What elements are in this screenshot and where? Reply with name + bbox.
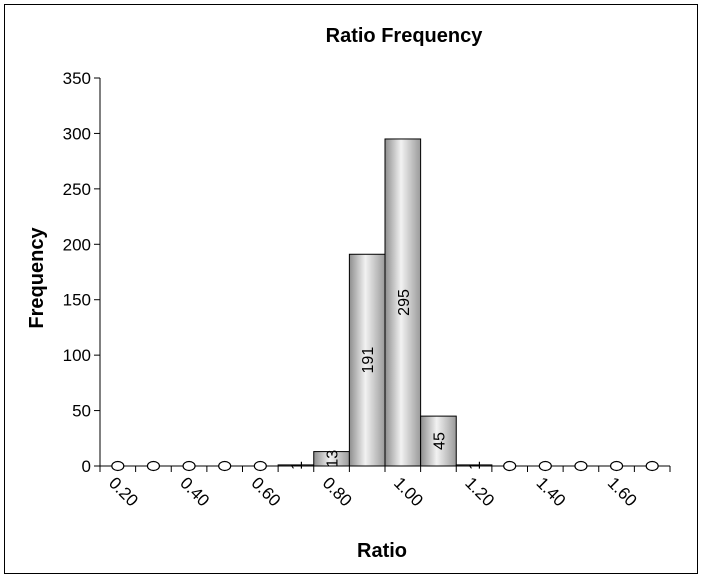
x-tick-label: 1.00 [390,473,427,510]
y-tick-label: 350 [63,69,91,88]
x-tick-label: 1.40 [532,473,569,510]
data-label: 1 [467,461,484,470]
data-label: 13 [325,450,342,468]
y-axis-title: Frequency [26,227,48,329]
y-tick-label: 0 [82,457,91,476]
x-tick-label: 0.80 [319,473,356,510]
y-tick-label: 300 [63,124,91,143]
y-tick-label: 100 [63,346,91,365]
data-label-zero [503,460,517,472]
data-label-zero [182,460,196,472]
x-tick-label: 1.20 [461,473,498,510]
data-label-zero [111,460,125,472]
x-axis-title: Ratio [357,540,407,562]
plot-area: 0 50 100 150 200 250 300 350 0.20 0.40 0.60 0.80 1.0… [63,69,671,510]
data-label: 191 [360,347,377,374]
y-tick-label: 250 [63,180,91,199]
data-label: 1 [289,461,306,470]
y-tick-label: 50 [72,402,91,421]
x-tick-label: 0.60 [247,473,284,510]
x-tick-label: 0.40 [176,473,213,510]
data-label-zero [218,460,232,472]
data-label: 295 [396,289,413,316]
data-label-zero [645,460,659,472]
data-label-zero [146,460,161,472]
data-label-zero [574,460,588,472]
data-label: 45 [431,432,448,450]
y-tick-label: 150 [63,291,91,310]
x-tick-label: 1.60 [604,473,641,510]
y-tick-label: 200 [63,235,91,254]
chart-title: Ratio Frequency [326,25,484,47]
data-label-zero [253,460,267,472]
x-tick-label: 0.20 [105,473,142,510]
data-label-zero [609,460,624,472]
data-label-zero [538,460,552,472]
